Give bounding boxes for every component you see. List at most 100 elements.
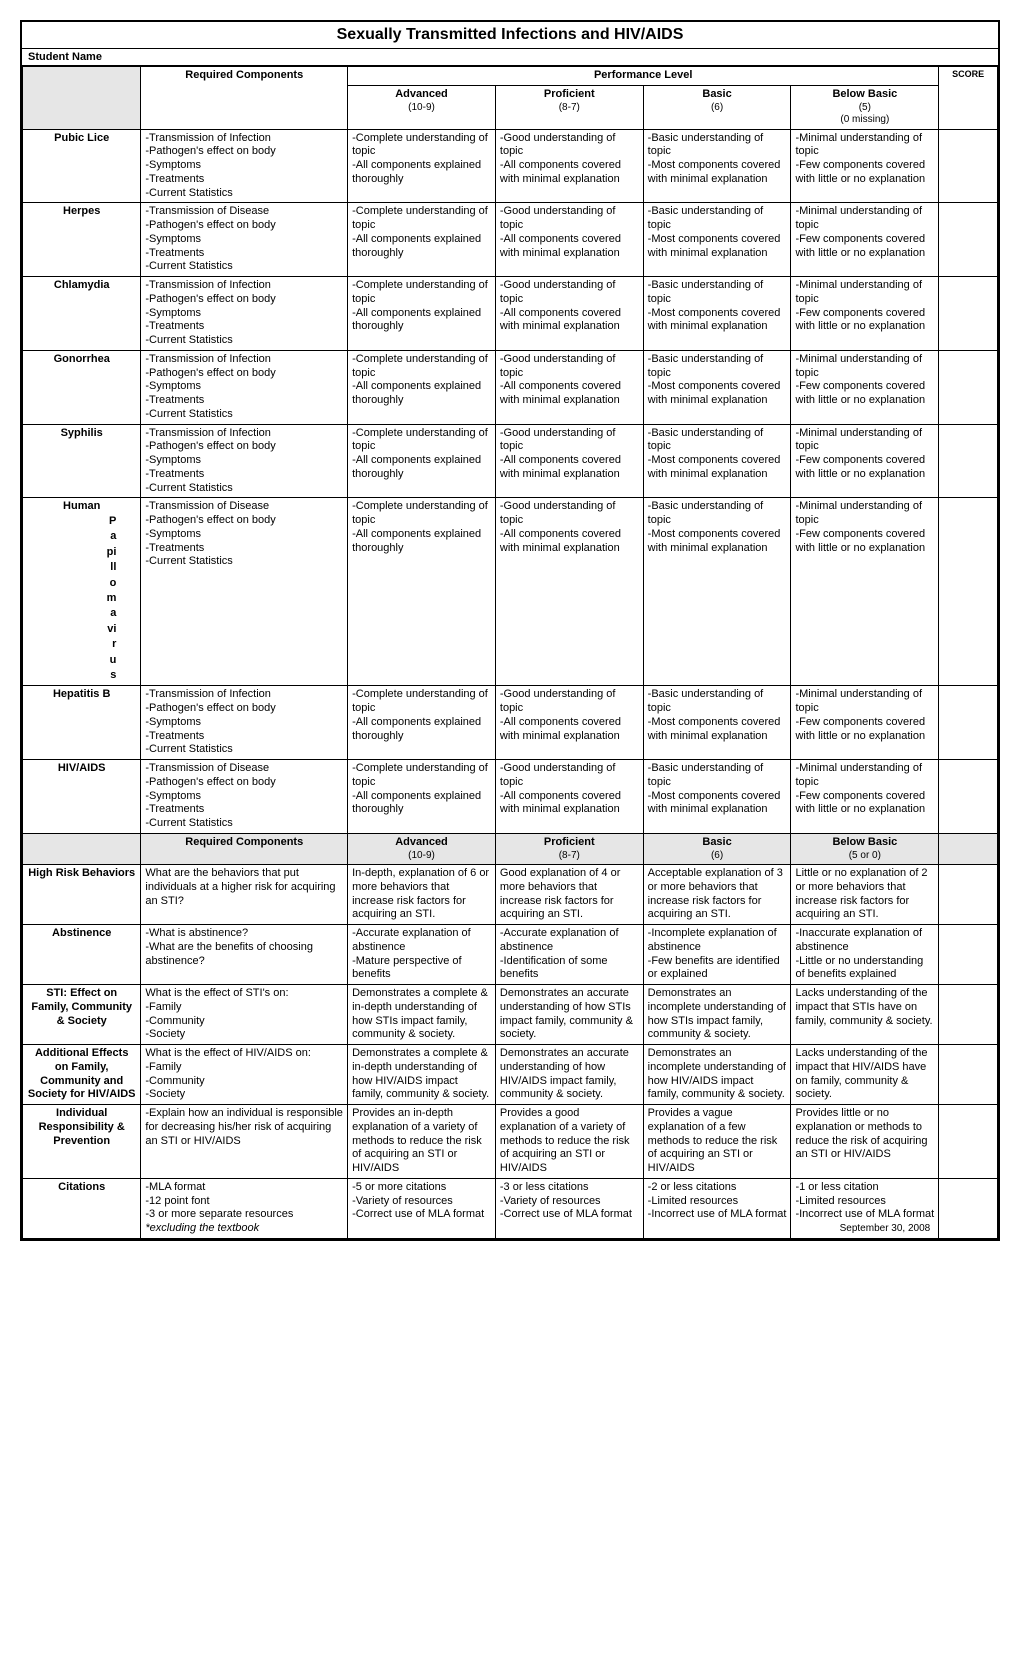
level-basic: -Basic understanding of topic-Most compo…: [643, 350, 791, 424]
level-below: -1 or less citation-Limited resources-In…: [791, 1178, 939, 1238]
score-cell[interactable]: [939, 865, 998, 925]
topic-name: Abstinence: [23, 925, 141, 985]
level-below: Provides little or no explanation or met…: [791, 1105, 939, 1179]
level-basic: Demonstrates an incomplete understanding…: [643, 985, 791, 1045]
score-cell[interactable]: [939, 1045, 998, 1105]
topic-name: Chlamydia: [23, 277, 141, 351]
score-cell[interactable]: [939, 203, 998, 277]
level-advanced: -Accurate explanation of abstinence-Matu…: [348, 925, 496, 985]
student-name-label: Student Name: [21, 49, 999, 66]
level-advanced: -Complete understanding of topic-All com…: [348, 277, 496, 351]
required-components: What is the effect of STI's on:-Family-C…: [141, 985, 348, 1045]
required-components: -Transmission of Infection-Pathogen's ef…: [141, 424, 348, 498]
level-advanced: Demonstrates a complete & in-depth under…: [348, 1045, 496, 1105]
level-proficient: -Good understanding of topic-All compone…: [495, 760, 643, 834]
level-advanced: -Complete understanding of topic-All com…: [348, 760, 496, 834]
level-advanced: -Complete understanding of topic-All com…: [348, 686, 496, 760]
score-cell[interactable]: [939, 350, 998, 424]
required-components: -Explain how an individual is responsibl…: [141, 1105, 348, 1179]
score-cell[interactable]: [939, 424, 998, 498]
level-basic: -Incomplete explanation of abstinence-Fe…: [643, 925, 791, 985]
hdr-level-2: Basic(6): [643, 833, 791, 864]
level-basic: Provides a vague explanation of a few me…: [643, 1105, 791, 1179]
level-proficient: -Good understanding of topic-All compone…: [495, 203, 643, 277]
level-below: -Minimal understanding of topic-Few comp…: [791, 277, 939, 351]
hdr-level: Basic(6): [643, 85, 791, 129]
topic-name: Herpes: [23, 203, 141, 277]
level-proficient: -Good understanding of topic-All compone…: [495, 350, 643, 424]
level-proficient: Demonstrates an accurate understanding o…: [495, 985, 643, 1045]
required-components: -Transmission of Infection-Pathogen's ef…: [141, 129, 348, 203]
required-components: -Transmission of Infection-Pathogen's ef…: [141, 350, 348, 424]
level-below: -Minimal understanding of topic-Few comp…: [791, 129, 939, 203]
score-cell[interactable]: [939, 498, 998, 686]
level-advanced: -Complete understanding of topic-All com…: [348, 424, 496, 498]
topic-name: Additional Effects on Family, Community …: [23, 1045, 141, 1105]
level-advanced: -5 or more citations-Variety of resource…: [348, 1178, 496, 1238]
topic-name: Individual Responsibility & Prevention: [23, 1105, 141, 1179]
level-basic: -Basic understanding of topic-Most compo…: [643, 760, 791, 834]
score-cell[interactable]: [939, 925, 998, 985]
level-proficient: Good explanation of 4 or more behaviors …: [495, 865, 643, 925]
level-basic: -Basic understanding of topic-Most compo…: [643, 686, 791, 760]
level-proficient: -Good understanding of topic-All compone…: [495, 424, 643, 498]
level-basic: -Basic understanding of topic-Most compo…: [643, 424, 791, 498]
level-proficient: -Good understanding of topic-All compone…: [495, 686, 643, 760]
score-cell[interactable]: [939, 985, 998, 1045]
required-components: -Transmission of Disease-Pathogen's effe…: [141, 760, 348, 834]
required-components: -Transmission of Infection-Pathogen's ef…: [141, 277, 348, 351]
level-advanced: Demonstrates a complete & in-depth under…: [348, 985, 496, 1045]
score-cell[interactable]: [939, 129, 998, 203]
page-title: Sexually Transmitted Infections and HIV/…: [21, 21, 999, 49]
hdr-level-2: Below Basic(5 or 0): [791, 833, 939, 864]
topic-name: HumanPapillomavirus: [23, 498, 141, 686]
level-below: -Minimal understanding of topic-Few comp…: [791, 686, 939, 760]
score-cell[interactable]: [939, 686, 998, 760]
hdr-required-2: Required Components: [141, 833, 348, 864]
footer-date: September 30, 2008: [840, 1223, 931, 1236]
required-components: -What is abstinence?-What are the benefi…: [141, 925, 348, 985]
level-below: -Minimal understanding of topic-Few comp…: [791, 760, 939, 834]
score-cell[interactable]: [939, 1105, 998, 1179]
main-grid: Required ComponentsPerformance LevelSCOR…: [22, 66, 998, 1239]
level-below: Lacks understanding of the impact that S…: [791, 985, 939, 1045]
level-below: Lacks understanding of the impact that H…: [791, 1045, 939, 1105]
level-advanced: -Complete understanding of topic-All com…: [348, 129, 496, 203]
required-components: -MLA format-12 point font-3 or more sepa…: [141, 1178, 348, 1238]
required-components: What are the behaviors that put individu…: [141, 865, 348, 925]
level-below: -Minimal understanding of topic-Few comp…: [791, 203, 939, 277]
level-advanced: -Complete understanding of topic-All com…: [348, 350, 496, 424]
score-cell[interactable]: [939, 760, 998, 834]
score-cell[interactable]: [939, 1178, 998, 1238]
level-below: -Minimal understanding of topic-Few comp…: [791, 498, 939, 686]
required-components: -Transmission of Disease-Pathogen's effe…: [141, 203, 348, 277]
hdr-score: SCORE: [939, 67, 998, 130]
topic-name: Pubic Lice: [23, 129, 141, 203]
level-proficient: -Accurate explanation of abstinence-Iden…: [495, 925, 643, 985]
level-basic: Acceptable explanation of 3 or more beha…: [643, 865, 791, 925]
level-basic: -Basic understanding of topic-Most compo…: [643, 498, 791, 686]
level-proficient: -3 or less citations-Variety of resource…: [495, 1178, 643, 1238]
hdr-required: Required Components: [141, 67, 348, 130]
hdr-level: Proficient(8-7): [495, 85, 643, 129]
topic-name: STI: Effect on Family, Community & Socie…: [23, 985, 141, 1045]
level-proficient: -Good understanding of topic-All compone…: [495, 498, 643, 686]
hdr-level-2: Advanced(10-9): [348, 833, 496, 864]
level-advanced: In-depth, explanation of 6 or more behav…: [348, 865, 496, 925]
level-basic: -2 or less citations-Limited resources-I…: [643, 1178, 791, 1238]
score-cell[interactable]: [939, 277, 998, 351]
level-proficient: Provides a good explanation of a variety…: [495, 1105, 643, 1179]
level-proficient: -Good understanding of topic-All compone…: [495, 129, 643, 203]
hdr-performance: Performance Level: [348, 67, 939, 86]
topic-name: HIV/AIDS: [23, 760, 141, 834]
level-basic: Demonstrates an incomplete understanding…: [643, 1045, 791, 1105]
level-advanced: -Complete understanding of topic-All com…: [348, 498, 496, 686]
hdr-level-2: Proficient(8-7): [495, 833, 643, 864]
level-proficient: Demonstrates an accurate understanding o…: [495, 1045, 643, 1105]
rubric-table: Sexually Transmitted Infections and HIV/…: [20, 20, 1000, 1241]
required-components: What is the effect of HIV/AIDS on:-Famil…: [141, 1045, 348, 1105]
hdr-level: Below Basic(5)(0 missing): [791, 85, 939, 129]
level-below: -Minimal understanding of topic-Few comp…: [791, 424, 939, 498]
hdr-level: Advanced(10-9): [348, 85, 496, 129]
level-advanced: Provides an in-depth explanation of a va…: [348, 1105, 496, 1179]
